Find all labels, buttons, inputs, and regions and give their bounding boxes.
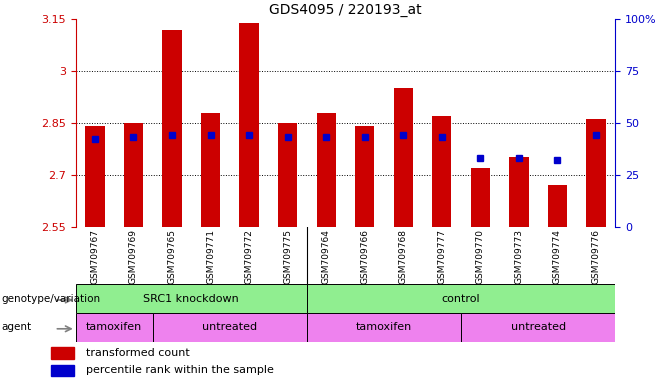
Text: GSM709768: GSM709768 bbox=[399, 230, 408, 285]
Text: GSM709764: GSM709764 bbox=[322, 230, 331, 284]
Text: control: control bbox=[442, 293, 480, 304]
Bar bbox=[76, 313, 153, 342]
Bar bbox=[153, 313, 307, 342]
Bar bbox=[355, 126, 374, 227]
Bar bbox=[461, 313, 615, 342]
Text: GSM709776: GSM709776 bbox=[592, 230, 601, 285]
Text: GSM709765: GSM709765 bbox=[168, 230, 176, 285]
Text: tamoxifen: tamoxifen bbox=[356, 322, 412, 333]
Text: SRC1 knockdown: SRC1 knockdown bbox=[143, 293, 239, 304]
Bar bbox=[163, 30, 182, 227]
Text: GSM709766: GSM709766 bbox=[360, 230, 369, 285]
Bar bbox=[51, 365, 74, 376]
Text: GSM709772: GSM709772 bbox=[245, 230, 253, 284]
Bar bbox=[201, 113, 220, 227]
Bar bbox=[470, 168, 490, 227]
Bar bbox=[124, 123, 143, 227]
Bar bbox=[278, 123, 297, 227]
Bar bbox=[586, 119, 605, 227]
Text: genotype/variation: genotype/variation bbox=[1, 293, 101, 304]
Text: GSM709769: GSM709769 bbox=[129, 230, 138, 285]
Bar bbox=[51, 347, 74, 359]
Text: GSM709773: GSM709773 bbox=[515, 230, 523, 285]
Bar bbox=[393, 88, 413, 227]
Title: GDS4095 / 220193_at: GDS4095 / 220193_at bbox=[269, 3, 422, 17]
Text: GSM709767: GSM709767 bbox=[90, 230, 99, 285]
Bar bbox=[307, 313, 461, 342]
Text: percentile rank within the sample: percentile rank within the sample bbox=[86, 365, 274, 375]
Bar bbox=[316, 113, 336, 227]
Bar bbox=[307, 284, 615, 313]
Text: agent: agent bbox=[1, 322, 32, 333]
Text: untreated: untreated bbox=[202, 322, 257, 333]
Text: GSM709770: GSM709770 bbox=[476, 230, 485, 285]
Text: transformed count: transformed count bbox=[86, 348, 190, 358]
Text: untreated: untreated bbox=[511, 322, 566, 333]
Bar bbox=[86, 126, 105, 227]
Text: GSM709777: GSM709777 bbox=[438, 230, 446, 285]
Text: GSM709775: GSM709775 bbox=[283, 230, 292, 285]
Text: GSM709771: GSM709771 bbox=[206, 230, 215, 285]
Bar bbox=[509, 157, 528, 227]
Text: GSM709774: GSM709774 bbox=[553, 230, 562, 284]
Bar bbox=[432, 116, 451, 227]
Bar bbox=[240, 23, 259, 227]
Bar bbox=[547, 185, 567, 227]
Text: tamoxifen: tamoxifen bbox=[86, 322, 142, 333]
Bar bbox=[76, 284, 307, 313]
